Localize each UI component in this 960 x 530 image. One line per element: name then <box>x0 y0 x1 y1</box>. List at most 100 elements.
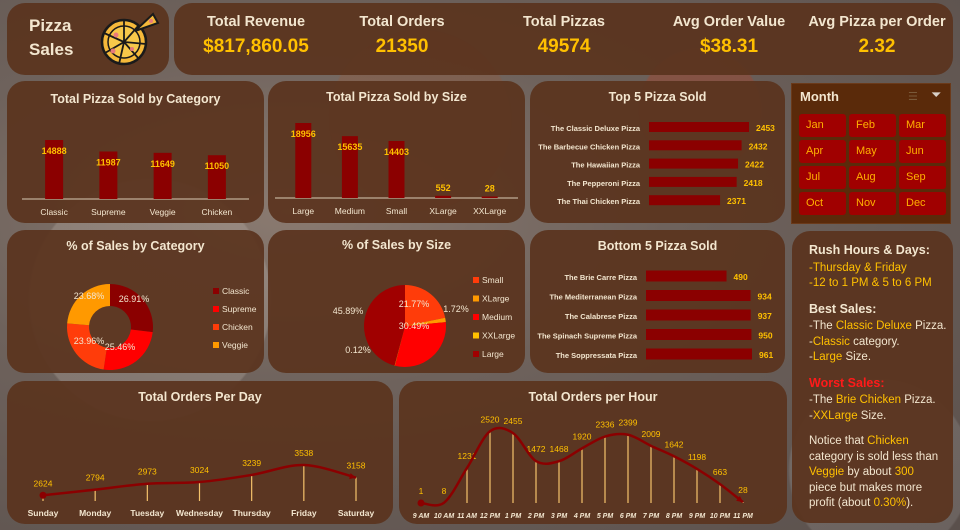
month-button-jan[interactable]: Jan <box>799 114 846 137</box>
bar <box>435 195 452 198</box>
month-button-feb[interactable]: Feb <box>849 114 896 137</box>
best-pizza: -The Classic Deluxe Pizza. <box>809 320 947 332</box>
month-button-dec[interactable]: Dec <box>899 192 946 215</box>
insights-panel: Rush Hours & Days: -Thursday & Friday -1… <box>792 231 953 523</box>
legend-swatch <box>473 332 479 339</box>
data-label: 0.12% <box>345 345 371 355</box>
slice <box>364 285 405 366</box>
axis-label: 10 AM <box>434 513 455 520</box>
data-label: 23.96% <box>74 336 105 346</box>
legend-label: Small <box>482 275 503 285</box>
line-series <box>42 463 357 497</box>
axis-label: XXLarge <box>473 206 506 216</box>
month-button-may[interactable]: May <box>849 140 896 163</box>
data-label: 1642 <box>665 439 684 449</box>
slice <box>394 322 446 367</box>
data-label: 2624 <box>34 478 53 488</box>
legend-label: Veggie <box>222 340 248 350</box>
month-button-mar[interactable]: Mar <box>899 114 946 137</box>
month-button-apr[interactable]: Apr <box>799 140 846 163</box>
category-label: The Soppressata Pizza <box>556 351 638 360</box>
chart-title: Total Pizza Sold by Category <box>50 92 221 106</box>
legend-label: Large <box>482 349 504 359</box>
legend-label: Classic <box>222 286 250 296</box>
kpi-total-revenue: Total Revenue $817,860.05 <box>187 14 325 58</box>
data-label: 490 <box>734 272 748 282</box>
legend-swatch <box>213 324 219 330</box>
axis-label: Classic <box>40 207 68 217</box>
legend-label: Medium <box>482 312 512 322</box>
axis-label: Small <box>386 206 407 216</box>
bar <box>646 270 727 282</box>
month-button-jul[interactable]: Jul <box>799 166 846 189</box>
legend-swatch <box>473 351 479 357</box>
axis-label: 2 PM <box>527 513 545 520</box>
insights-text: Rush Hours & Days: -Thursday & Friday -1… <box>809 243 946 512</box>
slice <box>67 284 110 326</box>
axis-label: Wednesday <box>176 508 223 518</box>
multi-select-icon[interactable]: ☰ <box>908 91 918 103</box>
axis-label: Medium <box>335 206 365 216</box>
kpi-label: Total Orders <box>359 14 445 30</box>
category-label: The Brie Carre Pizza <box>564 273 637 282</box>
legend-label: Supreme <box>222 304 257 314</box>
month-button-oct[interactable]: Oct <box>799 192 846 215</box>
kpi-label: Total Pizzas <box>523 14 605 30</box>
axis-label: 10 PM <box>710 513 730 520</box>
data-label: 2336 <box>596 420 615 430</box>
hbar-chart: The Brie Carre Pizza 490 The Mediterranean… <box>537 270 773 360</box>
axis-label: Sunday <box>28 508 59 518</box>
data-label: 950 <box>758 331 772 341</box>
slice <box>405 317 446 326</box>
axis-label: 11 AM <box>457 513 477 520</box>
axis-label: 6 PM <box>620 513 637 520</box>
data-label: 1468 <box>550 444 569 454</box>
axis-label: 1 PM <box>505 513 522 520</box>
worst-title: Worst Sales: <box>809 375 885 390</box>
clear-filter-icon[interactable]: ⏷ <box>931 87 942 102</box>
data-label: 25.46% <box>105 342 136 352</box>
title-panel: Pizza Sales <box>7 3 169 75</box>
end-arrow <box>349 473 356 480</box>
chart-title: Total Orders per Hour <box>528 390 658 404</box>
category-label: The Spinach Supreme Pizza <box>537 332 637 341</box>
data-label: 30.49% <box>399 321 430 331</box>
axis-label: 8 PM <box>666 513 683 520</box>
bar <box>649 140 742 151</box>
month-button-jun[interactable]: Jun <box>899 140 946 163</box>
legend-label: Chicken <box>222 322 253 332</box>
month-button-nov[interactable]: Nov <box>849 192 896 215</box>
legend-swatch <box>213 288 219 294</box>
kpi-value: 49574 <box>537 36 591 57</box>
category-label: The Pepperoni Pizza <box>567 179 641 188</box>
start-marker <box>417 499 425 507</box>
data-label: 28 <box>738 485 748 495</box>
axis-label: 3 PM <box>551 513 568 520</box>
bar <box>649 122 749 132</box>
data-label: 14403 <box>384 147 409 157</box>
axis-label: 9 PM <box>689 513 706 520</box>
axis-label: Saturday <box>338 508 375 518</box>
chart-bottom-5-pizzas: Bottom 5 Pizza Sold The Brie Carre Pizza… <box>530 230 785 373</box>
month-button-aug[interactable]: Aug <box>849 166 896 189</box>
chart-title: Bottom 5 Pizza Sold <box>597 239 718 253</box>
chart-sold-by-category: Total Pizza Sold by Category 14888 Classi… <box>7 81 264 223</box>
chart-title: % of Sales by Category <box>66 239 205 253</box>
donut-chart: 26.91% 25.46%23.96% 23.68% Classic Supreme Ch… <box>67 284 257 370</box>
data-label: 3024 <box>190 465 209 475</box>
axis-label: Veggie <box>150 207 176 217</box>
bar <box>649 195 721 206</box>
month-button-sep[interactable]: Sep <box>899 166 946 189</box>
bar <box>45 140 64 199</box>
data-label: 26.91% <box>119 294 150 304</box>
axis-label: Friday <box>291 508 317 518</box>
slice <box>405 285 446 326</box>
line-chart: 1 9 AM 8 10 AM 1231 11 AM 2520 12 PM 2455 1 PM 147… <box>413 414 753 520</box>
month-grid: Jan Feb Mar Apr May Jun Jul Aug Sep Oct Nov Dec <box>799 114 946 215</box>
chart-title: % of Sales by Size <box>341 238 452 252</box>
data-label: 14888 <box>42 146 67 156</box>
axis-label: 11 PM <box>733 513 753 520</box>
data-label: 3538 <box>294 448 313 458</box>
data-label: 1.72% <box>443 304 469 314</box>
axis-label: 5 PM <box>597 513 614 520</box>
